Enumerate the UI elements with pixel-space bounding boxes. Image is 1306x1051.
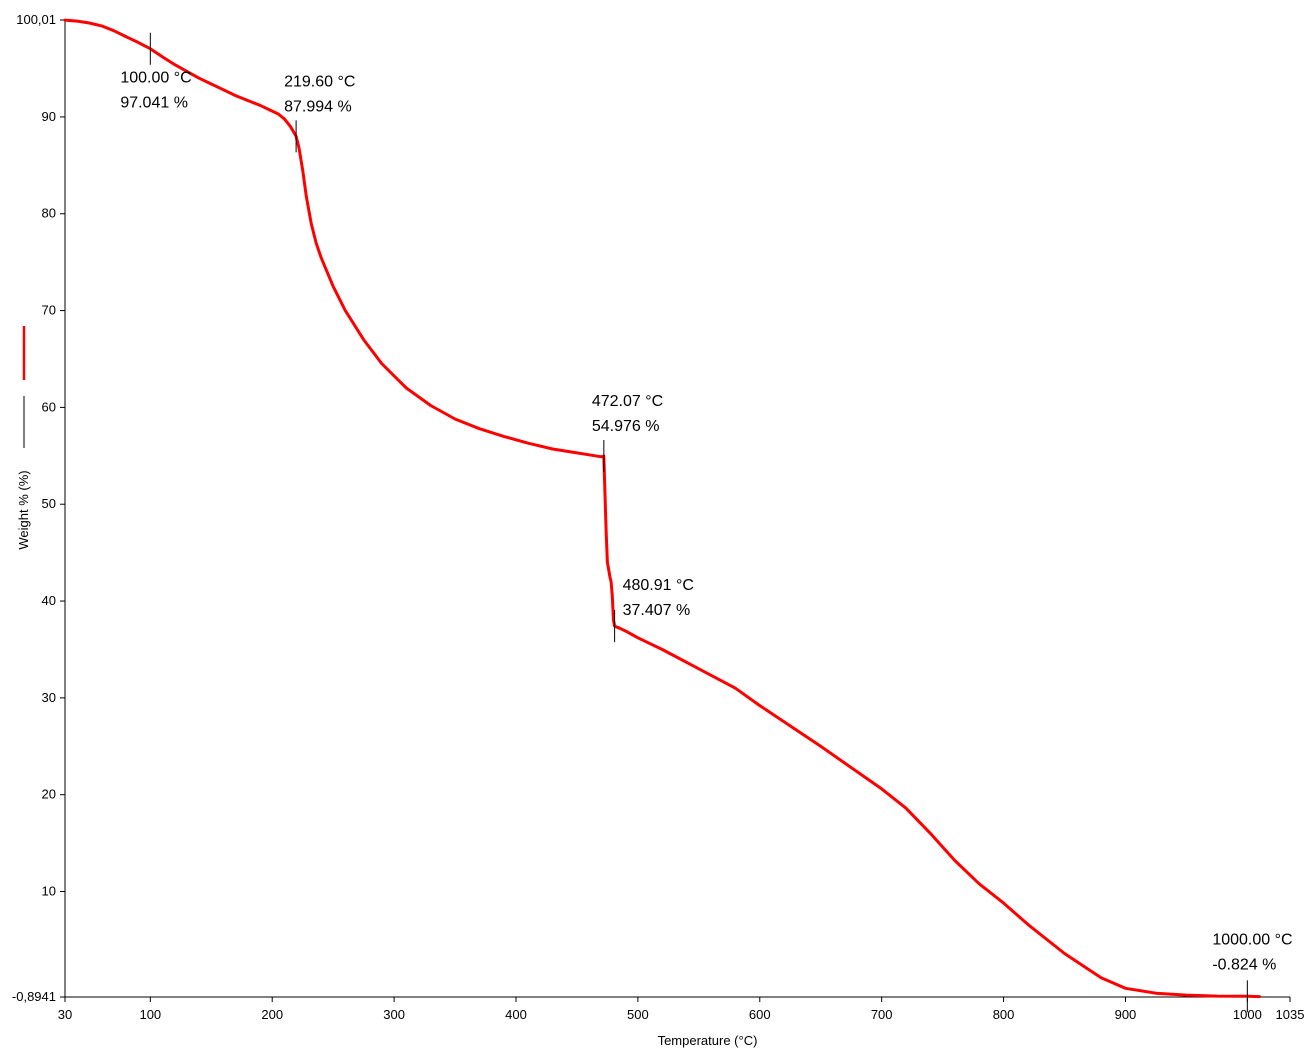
x-tick-label: 900: [1115, 1007, 1137, 1022]
plot-area: [63, 18, 1261, 999]
series-line: [63, 18, 1261, 999]
y-tick-label: 30: [42, 690, 56, 705]
x-tick-label: 300: [383, 1007, 405, 1022]
x-tick-label: 100: [139, 1007, 161, 1022]
y-tick-label: 100,01: [16, 12, 56, 27]
annotation-temp-label: 1000.00 °C: [1212, 931, 1292, 948]
annotations: 100.00 °C 97.041 % 219.60 °C 87.994 % 472.07…: [120, 32, 1293, 1013]
x-tick-label: 1035: [1276, 1007, 1305, 1022]
x-tick-label: 500: [627, 1007, 649, 1022]
annotation-weight-label: 97.041 %: [120, 95, 188, 112]
annotation-temp-label: 472.07 °C: [592, 393, 663, 410]
y-tick-label: 40: [42, 593, 56, 608]
y-tick-label: -0,8941: [12, 989, 56, 1004]
y-tick-label: 60: [42, 399, 56, 414]
x-tick-label: 200: [261, 1007, 283, 1022]
annotation-temp-label: 480.91 °C: [623, 577, 694, 594]
y-tick-label: 20: [42, 787, 56, 802]
annotation-weight-label: 54.976 %: [592, 418, 660, 435]
y-tick-label: 90: [42, 109, 56, 124]
x-tick-label: 700: [871, 1007, 893, 1022]
y-axis-label: Weight % (%): [16, 470, 31, 549]
annotation-temp-label: 100.00 °C: [120, 70, 191, 87]
x-tick-label: 1000: [1233, 1007, 1262, 1022]
annotation-weight-label: 37.407 %: [623, 602, 691, 619]
y-tick-label: 80: [42, 206, 56, 221]
y-tick-label: 50: [42, 496, 56, 511]
x-axis-label: Temperature (°C): [658, 1033, 758, 1048]
x-tick-label: 400: [505, 1007, 527, 1022]
annotation-weight-label: 87.994 %: [284, 98, 352, 115]
y-tick-label: 70: [42, 303, 56, 318]
y-tick-label: 10: [42, 884, 56, 899]
annotation-weight-label: -0.824 %: [1212, 956, 1276, 973]
x-tick-label: 30: [58, 1007, 72, 1022]
x-tick-label: 600: [749, 1007, 771, 1022]
annotation-temp-label: 219.60 °C: [284, 73, 355, 90]
x-tick-label: 800: [993, 1007, 1015, 1022]
axes: 30 100 200 300 400 500 600 700 800 900 1000 1035 -0,…: [12, 12, 1305, 1022]
